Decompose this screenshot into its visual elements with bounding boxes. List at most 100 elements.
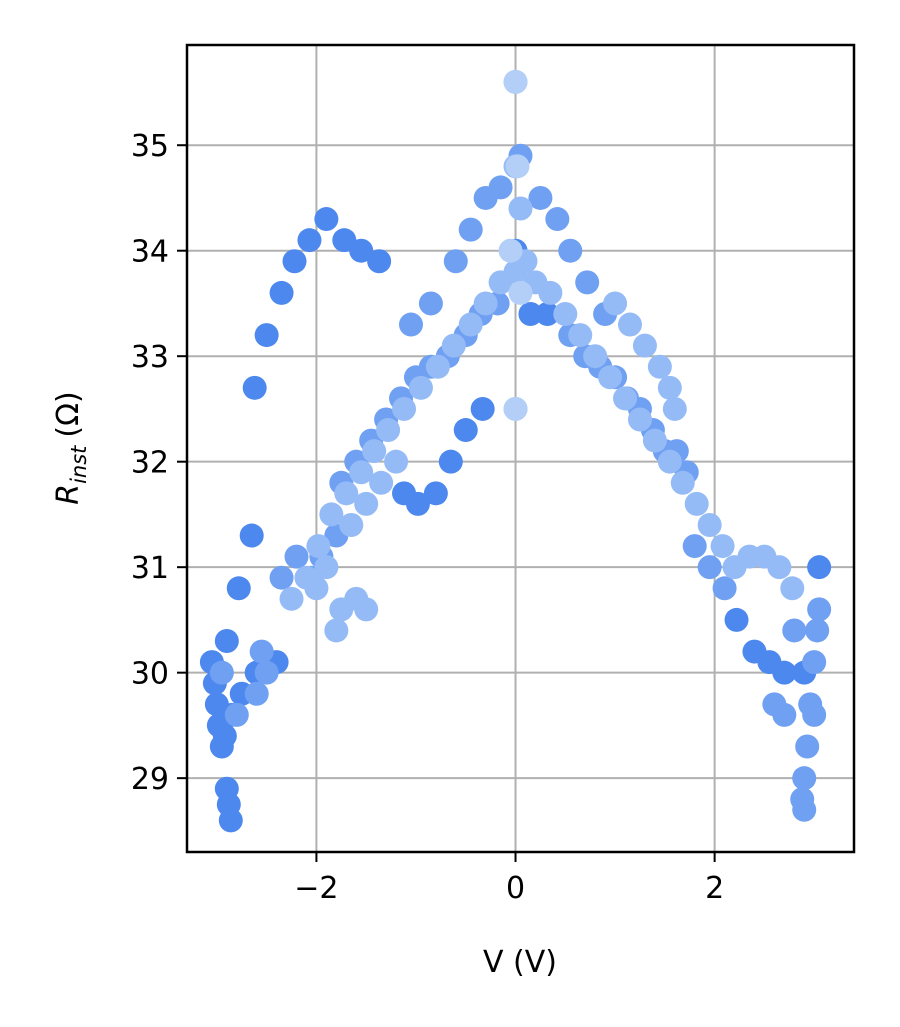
data-point bbox=[662, 396, 687, 421]
data-point bbox=[575, 270, 600, 295]
data-point bbox=[535, 302, 560, 326]
data-point bbox=[282, 249, 307, 274]
data-point bbox=[269, 280, 294, 305]
data-point bbox=[767, 555, 792, 580]
data-point bbox=[297, 228, 322, 253]
data-point bbox=[807, 597, 832, 622]
data-point bbox=[632, 333, 657, 358]
data-point bbox=[657, 375, 682, 400]
data-point bbox=[508, 280, 533, 305]
x-axis-title: V (V) bbox=[483, 945, 557, 980]
data-point bbox=[613, 386, 638, 411]
data-point bbox=[398, 312, 423, 337]
data-point bbox=[214, 629, 239, 654]
data-point bbox=[772, 660, 797, 685]
data-point bbox=[503, 69, 528, 94]
plot-frame bbox=[185, 43, 856, 854]
data-point bbox=[319, 502, 344, 527]
x-tick-label: 0 bbox=[506, 871, 525, 906]
data-point bbox=[314, 207, 339, 232]
data-point bbox=[538, 280, 563, 305]
data-point bbox=[354, 491, 379, 516]
y-tick-label: 35 bbox=[131, 129, 169, 164]
y-tick-label: 31 bbox=[131, 551, 169, 586]
data-point bbox=[473, 291, 498, 316]
y-axis-title-main: R bbox=[51, 484, 86, 505]
data-point bbox=[405, 491, 430, 516]
data-point bbox=[505, 154, 530, 179]
data-point bbox=[438, 449, 463, 474]
data-point bbox=[772, 702, 797, 727]
y-axis-title: Rinst (Ω) bbox=[51, 391, 91, 505]
data-point bbox=[453, 418, 478, 443]
data-point bbox=[618, 312, 643, 337]
data-point bbox=[423, 481, 448, 506]
data-point bbox=[239, 523, 264, 548]
data-point bbox=[657, 449, 682, 474]
data-point bbox=[684, 491, 709, 516]
data-point bbox=[627, 407, 652, 432]
x-tick-label: 2 bbox=[705, 871, 724, 906]
data-point bbox=[792, 797, 817, 822]
data-point bbox=[697, 512, 722, 537]
data-point bbox=[670, 470, 695, 495]
data-point bbox=[306, 534, 331, 559]
data-points bbox=[199, 69, 832, 833]
data-point bbox=[470, 396, 495, 421]
data-point bbox=[354, 597, 379, 622]
data-point bbox=[314, 555, 339, 580]
data-point bbox=[408, 375, 433, 400]
y-tick-label: 33 bbox=[131, 340, 169, 375]
data-point bbox=[367, 249, 392, 274]
y-axis-title-sub: inst bbox=[67, 445, 91, 484]
data-point bbox=[284, 544, 309, 569]
data-point bbox=[279, 586, 304, 611]
data-point bbox=[369, 470, 394, 495]
data-point bbox=[792, 766, 817, 791]
data-point bbox=[508, 196, 533, 221]
data-point bbox=[642, 428, 667, 453]
data-point bbox=[324, 618, 349, 643]
data-point bbox=[458, 217, 483, 242]
data-point bbox=[425, 354, 450, 379]
data-point bbox=[682, 534, 707, 559]
data-point bbox=[802, 702, 827, 727]
data-point bbox=[443, 249, 468, 274]
data-point bbox=[558, 238, 583, 263]
data-point bbox=[805, 618, 830, 643]
data-point bbox=[603, 291, 628, 316]
data-point bbox=[218, 808, 243, 833]
y-tick-label: 32 bbox=[131, 446, 169, 481]
data-point bbox=[244, 681, 269, 706]
data-point bbox=[224, 702, 249, 727]
data-point bbox=[583, 344, 608, 369]
data-point bbox=[710, 534, 735, 559]
data-point bbox=[376, 418, 401, 443]
data-point bbox=[339, 512, 364, 537]
data-point bbox=[724, 607, 749, 632]
data-point bbox=[807, 555, 832, 580]
data-point bbox=[498, 238, 523, 263]
data-point bbox=[802, 650, 827, 675]
y-tick-label: 34 bbox=[131, 235, 169, 270]
x-tick-label: −2 bbox=[294, 871, 338, 906]
data-point bbox=[242, 375, 267, 400]
data-point bbox=[647, 354, 672, 379]
data-point bbox=[598, 365, 623, 390]
data-point bbox=[212, 723, 237, 748]
data-point bbox=[795, 734, 820, 759]
axis-ticks bbox=[177, 144, 716, 862]
data-point bbox=[334, 481, 359, 506]
data-point bbox=[269, 565, 294, 590]
data-point bbox=[418, 291, 443, 316]
y-axis-title-unit: (Ω) bbox=[51, 391, 86, 437]
data-point bbox=[254, 660, 279, 685]
data-point bbox=[780, 576, 805, 601]
data-point bbox=[349, 460, 374, 485]
data-point bbox=[697, 555, 722, 580]
data-point bbox=[384, 449, 409, 474]
data-point bbox=[503, 396, 528, 421]
data-point bbox=[568, 323, 593, 348]
